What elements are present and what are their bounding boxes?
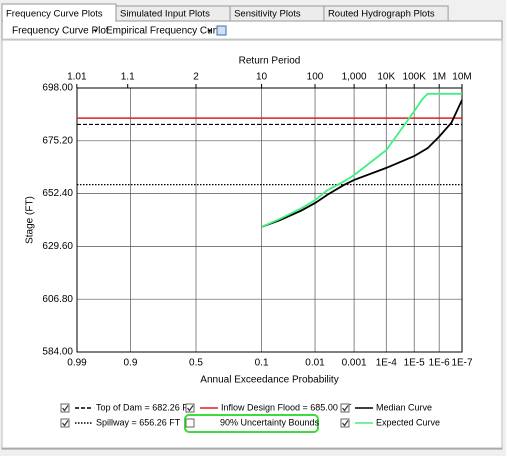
x2-tick-label: 10M [452, 72, 471, 83]
x2-tick-label: 1M [432, 72, 446, 83]
chart-title: Return Period [239, 56, 301, 67]
y-tick-label: 584.00 [42, 347, 73, 358]
legend-checkbox[interactable] [185, 403, 195, 413]
x2-tick-label: 1,000 [342, 72, 367, 83]
tab[interactable] [323, 5, 449, 22]
check-mark [62, 405, 69, 412]
x-tick-label: 1E-6 [429, 358, 451, 369]
highlight-box [184, 414, 319, 433]
tab-label[interactable]: Routed Hydrograph Plots [328, 9, 435, 20]
x-tick-label: 1E-7 [451, 358, 473, 369]
x2-tick-label: 100 [307, 72, 324, 83]
y-tick-label: 675.20 [42, 135, 73, 146]
y-tick-label: 652.40 [42, 188, 73, 199]
x2-tick-label: 10K [377, 72, 395, 83]
legend-checkbox[interactable] [340, 403, 350, 413]
chart-panel [1, 39, 503, 449]
x-tick-label: 0.5 [189, 358, 203, 369]
legend-checkbox[interactable] [60, 403, 70, 413]
y-axis-label: Stage (FT) [25, 196, 36, 244]
tab-label[interactable]: Sensitivity Plots [234, 9, 301, 20]
legend-label: Inflow Design Flood = 685.00 FT [221, 402, 352, 412]
legend-label: Median Curve [376, 402, 432, 412]
x-tick-label: 0.01 [305, 358, 325, 369]
plot-frame [76, 87, 463, 353]
legend-checkbox[interactable] [60, 418, 70, 428]
x2-tick-label: 100K [403, 72, 427, 83]
x-tick-label: 0.9 [123, 358, 137, 369]
y-tick-label: 629.60 [42, 241, 73, 252]
x2-tick-label: 1.01 [67, 72, 87, 83]
x-axis-label: Annual Exceedance Probability [200, 375, 338, 386]
check-mark [62, 420, 69, 427]
legend-label: Expected Curve [376, 417, 440, 427]
plot-type-dropdown[interactable]: Frequency Curve Plot [12, 26, 109, 37]
x-tick-label: 1E-4 [376, 358, 398, 369]
legend-label: Top of Dam = 682.26 FT [96, 402, 194, 412]
x-tick-label: 1E-5 [404, 358, 426, 369]
x-tick-label: 0.99 [67, 358, 87, 369]
check-mark [342, 405, 349, 412]
x2-tick-label: 10 [256, 72, 268, 83]
tab-label[interactable]: Frequency Curve Plots [6, 9, 103, 20]
legend-label: 90% Uncertainty Bounds [220, 417, 320, 427]
x-tick-label: 0.001 [342, 358, 367, 369]
legend-checkbox[interactable] [340, 418, 350, 428]
legend-label: Spillway = 656.26 FT [96, 417, 181, 427]
y-tick-label: 698.00 [42, 83, 73, 94]
tab-label[interactable]: Simulated Input Plots [120, 9, 210, 20]
dropdown-arrow: ▾ [94, 28, 98, 35]
dropdown-arrow: ▾ [208, 28, 212, 35]
x2-tick-label: 1.1 [121, 72, 135, 83]
check-mark [342, 420, 349, 427]
curve-type-dropdown[interactable]: Empirical Frequency Curve [106, 26, 227, 37]
series-line [261, 99, 463, 228]
series-line [261, 92, 462, 228]
check-mark [187, 405, 194, 412]
legend-checkbox[interactable] [185, 418, 195, 428]
x-tick-label: 0.1 [255, 358, 269, 369]
toolbar-icon[interactable] [216, 25, 227, 36]
y-tick-label: 606.80 [42, 294, 73, 305]
x2-tick-label: 2 [193, 72, 199, 83]
